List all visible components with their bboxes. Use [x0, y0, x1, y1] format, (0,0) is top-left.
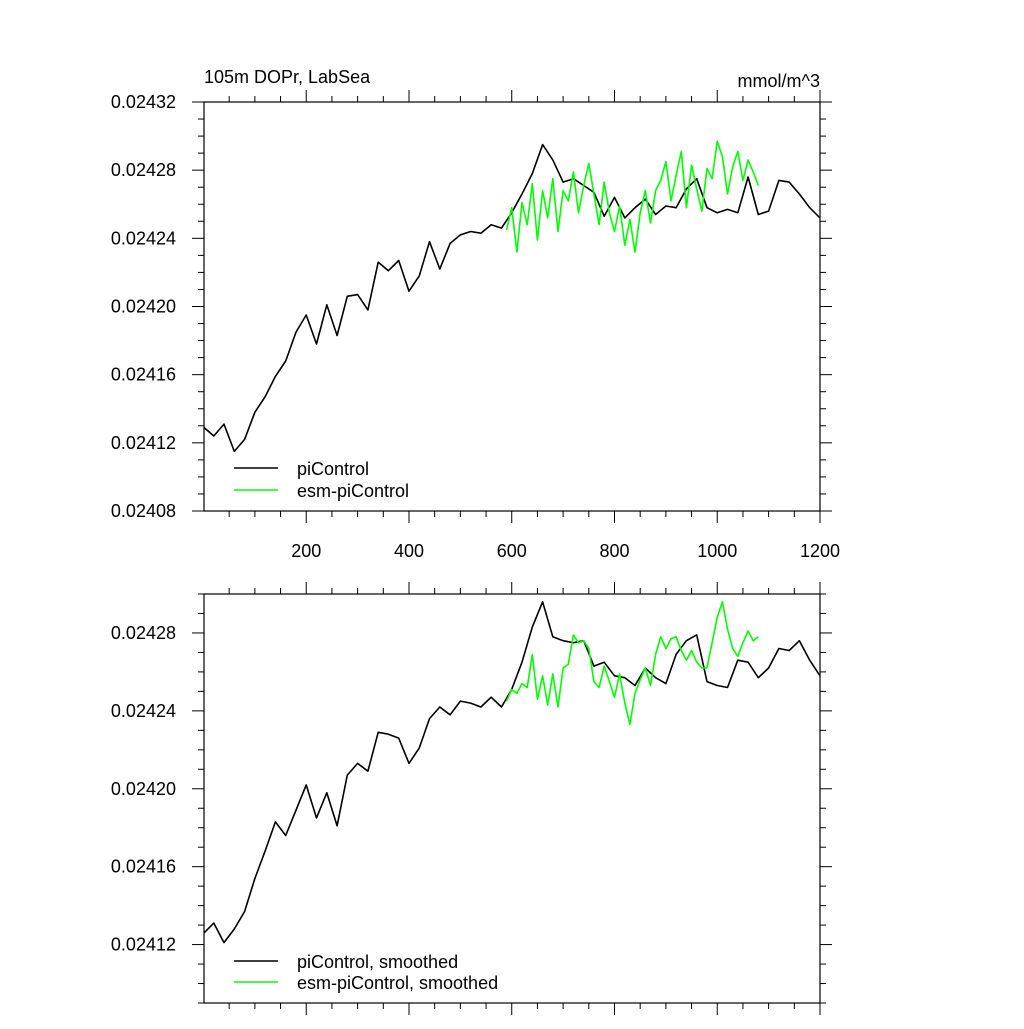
- chart-title: 105m DOPr, LabSea: [204, 67, 371, 87]
- series-group-bottom: [203, 600, 821, 944]
- series-line-esm-picontrol: [505, 140, 760, 253]
- x-tick-label: 1000: [697, 541, 737, 561]
- bottom-panel: 0.02412 0.02416 0.02420 0.02424 0.02428 piCo…: [111, 582, 832, 1015]
- plot-frame-top: [203, 101, 821, 512]
- tick-group-bottom: 0.02412 0.02416 0.02420 0.02424 0.02428: [111, 582, 832, 1015]
- legend-bottom: piControl, smoothed esm-piControl, smoot…: [234, 952, 498, 993]
- y-tick-label: 0.02424: [111, 701, 176, 721]
- x-tick-label: 800: [599, 541, 629, 561]
- legend-label-esm-picontrol: esm-piControl: [297, 481, 409, 501]
- y-tick-label: 0.02408: [111, 501, 176, 521]
- plot-frame-bottom: [203, 593, 821, 1004]
- y-tick-label: 0.02412: [111, 935, 176, 955]
- legend-label-picontrol-smoothed: piControl, smoothed: [297, 952, 458, 972]
- y-tick-label: 0.02428: [111, 160, 176, 180]
- x-tick-label: 1200: [800, 541, 840, 561]
- y-tick-label: 0.02420: [111, 779, 176, 799]
- x-tick-label: 600: [497, 541, 527, 561]
- series-line-picontrol-smoothed: [203, 600, 821, 944]
- chart-units: mmol/m^3: [738, 71, 820, 91]
- y-tick-label: 0.02412: [111, 433, 176, 453]
- x-tick-label: 400: [394, 541, 424, 561]
- y-tick-label: 0.02420: [111, 297, 176, 317]
- x-tick-label: 200: [291, 541, 321, 561]
- series-line-esm-picontrol-smoothed: [505, 600, 759, 726]
- y-tick-label: 0.02432: [111, 92, 176, 112]
- series-group-top: [203, 140, 821, 453]
- y-tick-label: 0.02428: [111, 623, 176, 643]
- tick-group-top: 200 400 600 800 1000 1200 0.02408 0.02412 0.0241…: [111, 90, 840, 561]
- top-panel: 105m DOPr, LabSea mmol/m^3 200 400 600 800 1…: [111, 67, 840, 561]
- y-tick-label: 0.02416: [111, 857, 176, 877]
- legend-label-esm-picontrol-smoothed: esm-piControl, smoothed: [297, 973, 498, 993]
- legend-label-picontrol: piControl: [297, 459, 369, 479]
- y-tick-label: 0.02424: [111, 228, 176, 248]
- legend-top: piControl esm-piControl: [234, 459, 409, 501]
- y-tick-label: 0.02416: [111, 365, 176, 385]
